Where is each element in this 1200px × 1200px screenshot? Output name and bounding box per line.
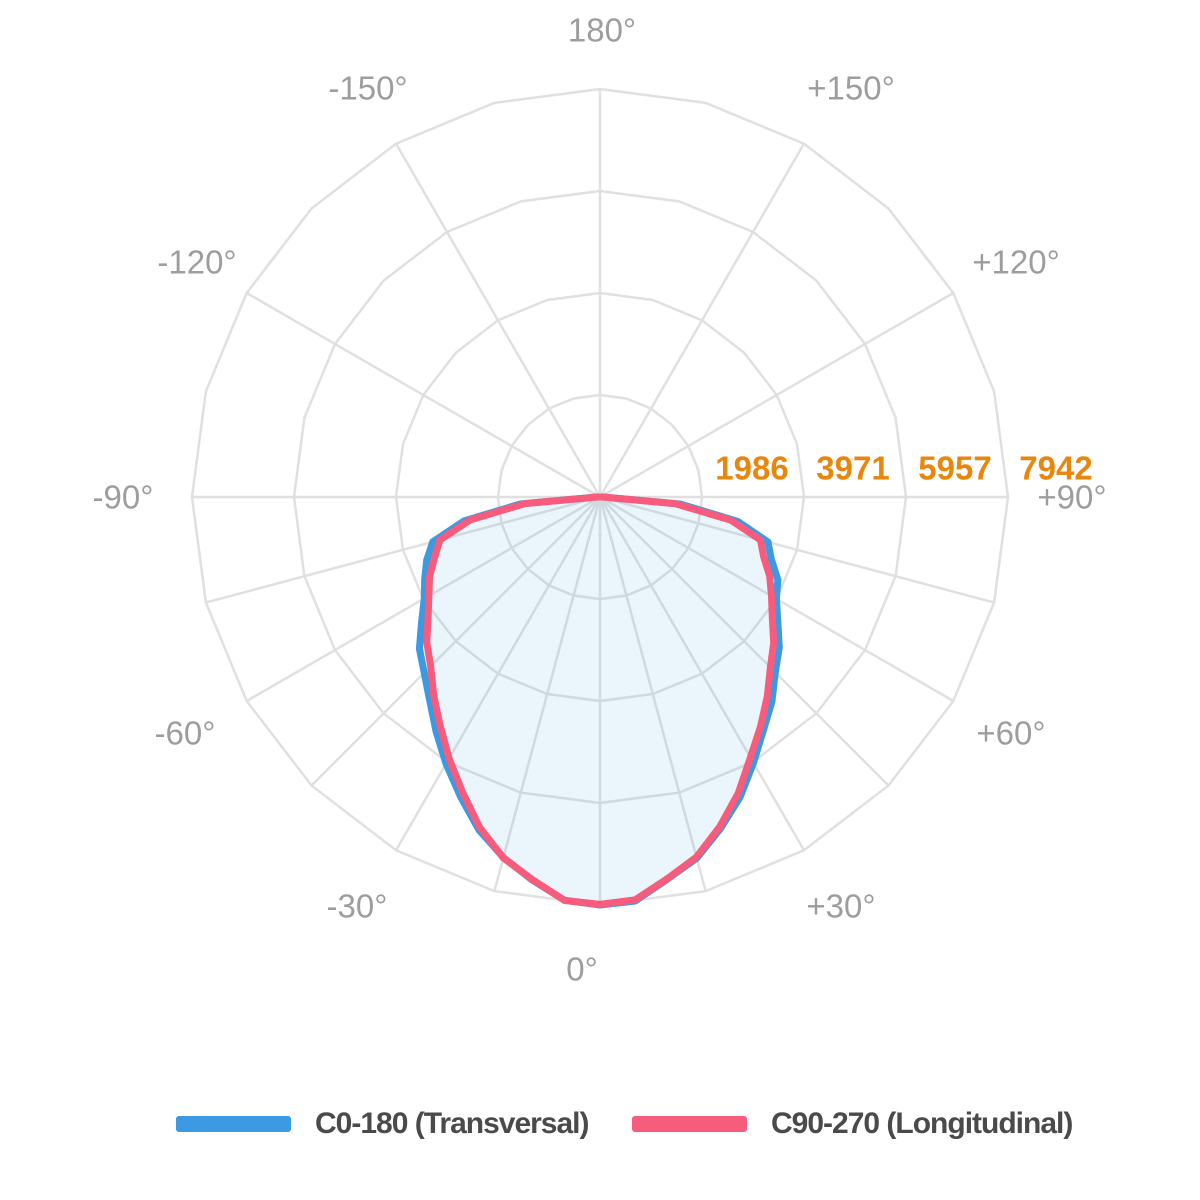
grid-spoke--30	[394, 496, 602, 851]
grid-spoke--45	[310, 496, 601, 787]
radial-tick-1986: 1986	[715, 450, 788, 487]
angle-label--60: -60°	[155, 715, 216, 752]
grid-spoke--150	[394, 143, 602, 498]
legend-item-c90-270: C90-270 (Longitudinal)	[632, 1107, 1073, 1140]
angle-label-180: 180°	[568, 12, 636, 49]
grid-spoke--15	[493, 496, 602, 892]
angle-label-+90: +90°	[1037, 479, 1106, 516]
radial-tick-3971: 3971	[816, 450, 889, 487]
legend-swatch-c0-180	[176, 1116, 291, 1132]
angle-label--90: -90°	[93, 479, 154, 516]
angle-label-+150: +150°	[807, 70, 895, 107]
angle-label--120: -120°	[157, 244, 236, 281]
curve-c90-270	[423, 493, 778, 908]
grid-spoke-45	[599, 496, 890, 787]
grid-spoke--120	[246, 291, 601, 499]
legend-swatch-c90-270	[632, 1116, 747, 1132]
legend-item-c0-180: C0-180 (Transversal)	[176, 1108, 589, 1140]
radial-tick-7942: 7942	[1019, 450, 1092, 487]
radial-tick-5957: 5957	[918, 450, 991, 487]
grid-spoke-120	[599, 291, 954, 499]
angle-label-+60: +60°	[976, 715, 1045, 752]
angle-label-+30: +30°	[806, 888, 875, 925]
curve-c0-180	[415, 493, 783, 909]
angle-label--150: -150°	[328, 70, 407, 107]
grid-spoke-15	[598, 496, 707, 892]
grid-spoke--75	[205, 495, 601, 604]
grid-spoke-30	[598, 496, 806, 851]
legend-label-c90-270: C90-270 (Longitudinal)	[771, 1107, 1073, 1140]
angle-label-+120: +120°	[972, 244, 1060, 281]
polar-chart: 180° -150° +150° -120° +120° -90° +90° -60° +60°…	[93, 12, 1107, 988]
grid-spoke-75	[599, 495, 995, 604]
legend-label-c0-180: C0-180 (Transversal)	[315, 1107, 589, 1140]
legend: C0-180 (Transversal) C90-270 (Longitudin…	[0, 1108, 1200, 1148]
angle-label--30: -30°	[327, 888, 388, 925]
grid-spoke-150	[598, 143, 806, 498]
polar-chart-svg: 180° -150° +150° -120° +120° -90° +90° -60° +60°…	[93, 12, 1107, 988]
angle-label-0: 0°	[566, 951, 598, 988]
